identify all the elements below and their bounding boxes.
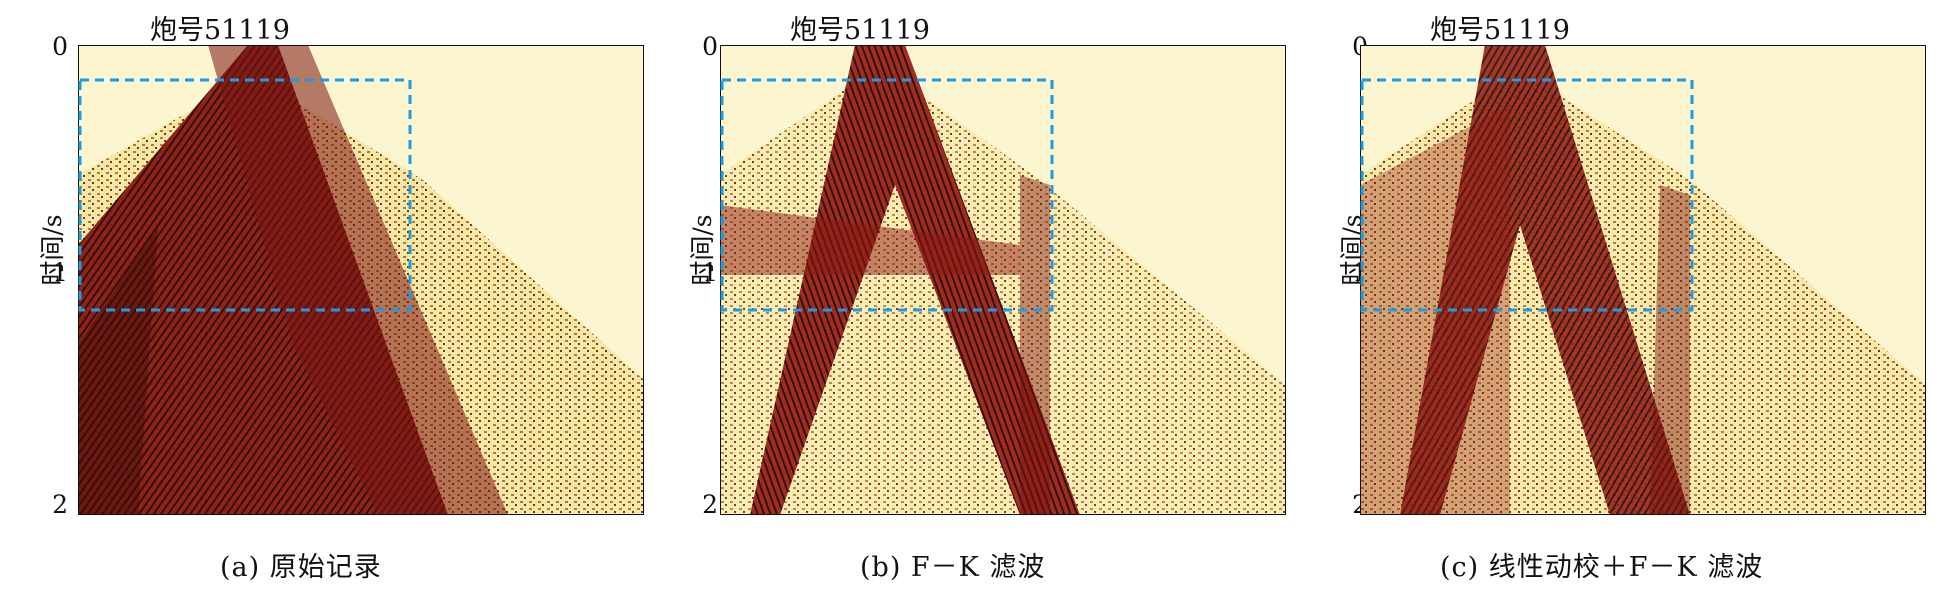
y-tick-1: 1 xyxy=(702,258,718,287)
caption: (a) 原始记录 xyxy=(220,552,382,583)
panel-a: 炮号51119 时间/s 0 1 2 (a) 原始记录 xyxy=(0,0,644,590)
y-tick-2: 2 xyxy=(52,490,68,519)
panel-b: 炮号51119 时间/s 0 1 2 (b) F－K 滤波 xyxy=(650,0,1290,590)
caption: (c) 线性动校＋F－K 滤波 xyxy=(1440,552,1764,583)
panel-c: 炮号51119 时间/s 0 1 2 (c) 线性动校＋F－K 滤波 xyxy=(1300,0,1940,590)
seismic-record-image xyxy=(720,45,1286,515)
shot-label: 炮号51119 xyxy=(150,15,290,46)
shot-label: 炮号51119 xyxy=(1430,15,1570,46)
y-tick-2: 2 xyxy=(702,490,718,519)
y-tick-1: 1 xyxy=(52,258,68,287)
seismic-record-image xyxy=(1360,45,1926,515)
y-tick-0: 0 xyxy=(52,32,68,61)
y-tick-0: 0 xyxy=(702,32,718,61)
caption: (b) F－K 滤波 xyxy=(860,552,1046,583)
seismic-record-image xyxy=(78,45,644,515)
shot-label: 炮号51119 xyxy=(790,15,930,46)
